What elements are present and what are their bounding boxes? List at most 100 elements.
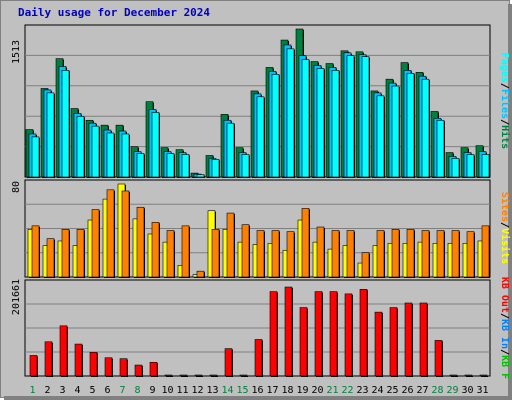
bar-pages-day-30 (466, 154, 475, 178)
bar-pages-day-27 (421, 78, 430, 178)
bar-kb-f-day-12-shadow (196, 376, 203, 377)
bar-pages-day-12 (196, 174, 205, 178)
bar-pages-day-26 (406, 73, 415, 178)
bar-pages-day-25 (391, 85, 400, 178)
x-tick-label-day-4: 4 (74, 385, 80, 396)
bar-kb-f-day-29 (449, 374, 458, 377)
bar-kb-f-day-3 (59, 325, 68, 377)
legend-entry: Files (499, 89, 511, 119)
bar-kb-f-day-15-shadow (241, 376, 248, 377)
bar-kb-f-day-26 (404, 302, 413, 377)
bar-pages-day-10 (166, 153, 175, 178)
bar-sites-day-30 (466, 231, 475, 278)
x-tick-label-day-27: 27 (416, 385, 428, 396)
x-tick-label-day-15: 15 (236, 385, 248, 396)
bar-sites-day-9 (151, 222, 160, 278)
bar-kb-f-day-28 (434, 340, 443, 377)
bar-sites-day-29 (451, 230, 460, 278)
bar-sites-day-23 (361, 252, 370, 278)
bar-pages-day-29 (451, 158, 460, 178)
x-tick-label-day-17: 17 (266, 385, 278, 396)
bar-pages-day-23 (361, 56, 370, 178)
bar-pages-day-22 (346, 55, 355, 178)
bar-sites-day-7 (121, 190, 130, 278)
legend-panel-3: KB Out/KB In/KB F (499, 277, 510, 379)
bar-sites-day-1 (31, 225, 40, 278)
legend-entry: / (499, 83, 510, 89)
bar-pages-day-21 (331, 70, 340, 178)
legend-entry: Pages (499, 53, 510, 83)
bar-kb-f-day-2 (44, 341, 53, 377)
x-tick-label-day-1: 1 (29, 385, 35, 396)
x-tick-label-day-28: 28 (431, 385, 443, 396)
bar-sites-day-12 (196, 270, 205, 278)
panel2-ymax-label: 80 (11, 181, 22, 193)
bar-sites-day-27 (421, 230, 430, 278)
x-tick-label-day-12: 12 (191, 385, 203, 396)
bar-sites-day-5 (91, 209, 100, 278)
bar-kb-f-day-19 (299, 307, 308, 377)
x-tick-label-day-10: 10 (161, 385, 173, 396)
bar-kb-f-day-20 (314, 291, 323, 377)
legend-entry: / (499, 349, 510, 355)
bar-pages-day-31 (481, 154, 490, 178)
panel-kb (24, 279, 491, 377)
bar-pages-day-18 (286, 48, 295, 178)
bar-kb-f-day-16 (254, 339, 263, 377)
x-tick-label-day-18: 18 (281, 385, 293, 396)
bar-kb-f-day-13-shadow (211, 376, 218, 377)
x-tick-label-day-24: 24 (371, 385, 383, 396)
x-tick-label-day-7: 7 (119, 385, 125, 396)
bar-kb-f-day-23 (359, 289, 368, 377)
bar-pages-day-5 (91, 125, 100, 178)
bar-sites-day-22 (346, 230, 355, 278)
bar-sites-day-18 (286, 231, 295, 278)
x-tick-label-day-20: 20 (311, 385, 323, 396)
bar-pages-day-4 (76, 116, 85, 178)
bar-pages-day-1 (31, 136, 40, 178)
legend-panel-2: Sites/Visits (499, 192, 511, 264)
x-tick-label-day-9: 9 (149, 385, 155, 396)
bar-sites-day-11 (181, 225, 190, 278)
legend-entry: / (499, 313, 510, 319)
bar-kb-f-day-22 (344, 293, 353, 377)
bar-pages-day-13 (211, 159, 220, 178)
x-tick-label-day-22: 22 (341, 385, 353, 396)
bar-sites-day-3 (61, 229, 70, 278)
bar-sites-day-20 (316, 226, 325, 278)
frame-shadow-bottom (4, 396, 512, 400)
bar-pages-day-17 (271, 73, 280, 178)
x-tick-label-day-29: 29 (446, 385, 458, 396)
legend-entry: Sites (499, 192, 511, 222)
bar-pages-day-2 (46, 92, 55, 178)
bar-sites-day-2 (46, 238, 55, 278)
x-tick-label-day-13: 13 (206, 385, 218, 396)
bar-kb-f-day-30-shadow (466, 376, 473, 377)
bar-sites-day-24 (376, 230, 385, 278)
bar-kb-f-day-13 (209, 374, 218, 377)
panel-vs (24, 179, 491, 278)
bar-sites-day-13 (211, 229, 220, 278)
bar-kb-f-day-11-shadow (181, 376, 188, 377)
x-tick-label-day-19: 19 (296, 385, 308, 396)
x-tick-label-day-2: 2 (44, 385, 50, 396)
bar-kb-f-day-31 (479, 374, 488, 377)
bar-sites-day-25 (391, 229, 400, 278)
bar-pages-day-28 (436, 119, 445, 178)
bar-kb-f-day-11 (179, 374, 188, 377)
legend-entry: Visits (499, 228, 511, 264)
bar-kb-f-day-29-shadow (451, 376, 458, 377)
bar-pages-day-24 (376, 95, 385, 178)
bar-kb-f-day-14 (224, 348, 233, 377)
x-tick-label-day-26: 26 (401, 385, 413, 396)
bar-sites-day-19 (301, 208, 310, 278)
x-tick-label-day-23: 23 (356, 385, 368, 396)
bar-sites-day-16 (256, 230, 265, 278)
bar-sites-day-4 (76, 229, 85, 278)
bar-kb-f-day-1 (29, 355, 38, 377)
bar-sites-day-8 (136, 206, 145, 278)
bar-kb-f-day-18 (284, 286, 293, 377)
x-tick-label-day-11: 11 (176, 385, 188, 396)
bar-kb-f-day-30 (464, 374, 473, 377)
legend-entry: KB Out (499, 277, 510, 313)
